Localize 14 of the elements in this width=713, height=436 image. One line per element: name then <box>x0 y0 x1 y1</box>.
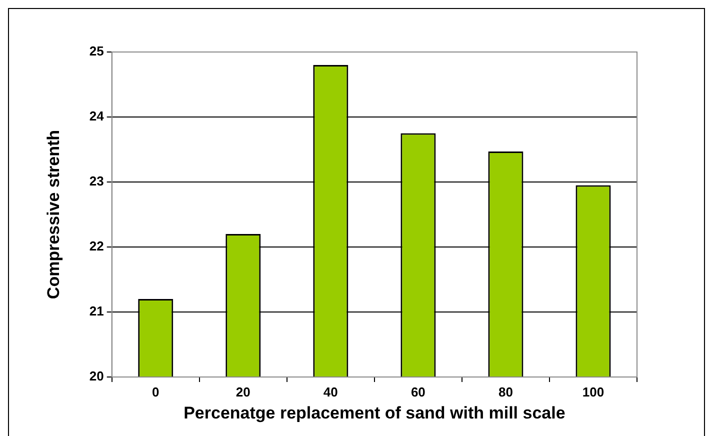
y-tick-label: 22 <box>89 238 104 254</box>
y-tick-label: 23 <box>89 174 104 189</box>
y-tick-label: 24 <box>89 108 105 124</box>
y-tick-label: 20 <box>89 368 104 384</box>
x-tick-label: 40 <box>323 384 338 400</box>
x-tick-label: 20 <box>236 384 250 400</box>
x-tick-label: 0 <box>152 384 160 400</box>
x-tick-label: 100 <box>582 384 604 400</box>
y-axis-title: Compressive strenth <box>44 130 63 300</box>
x-tick-label: 60 <box>410 384 426 400</box>
x-axis-title: Percenatge replacement of sand with mill scale <box>184 403 566 422</box>
y-tick-label: 21 <box>89 304 104 319</box>
x-tick-label: 80 <box>498 384 513 400</box>
y-tick-label: 25 <box>89 44 104 59</box>
